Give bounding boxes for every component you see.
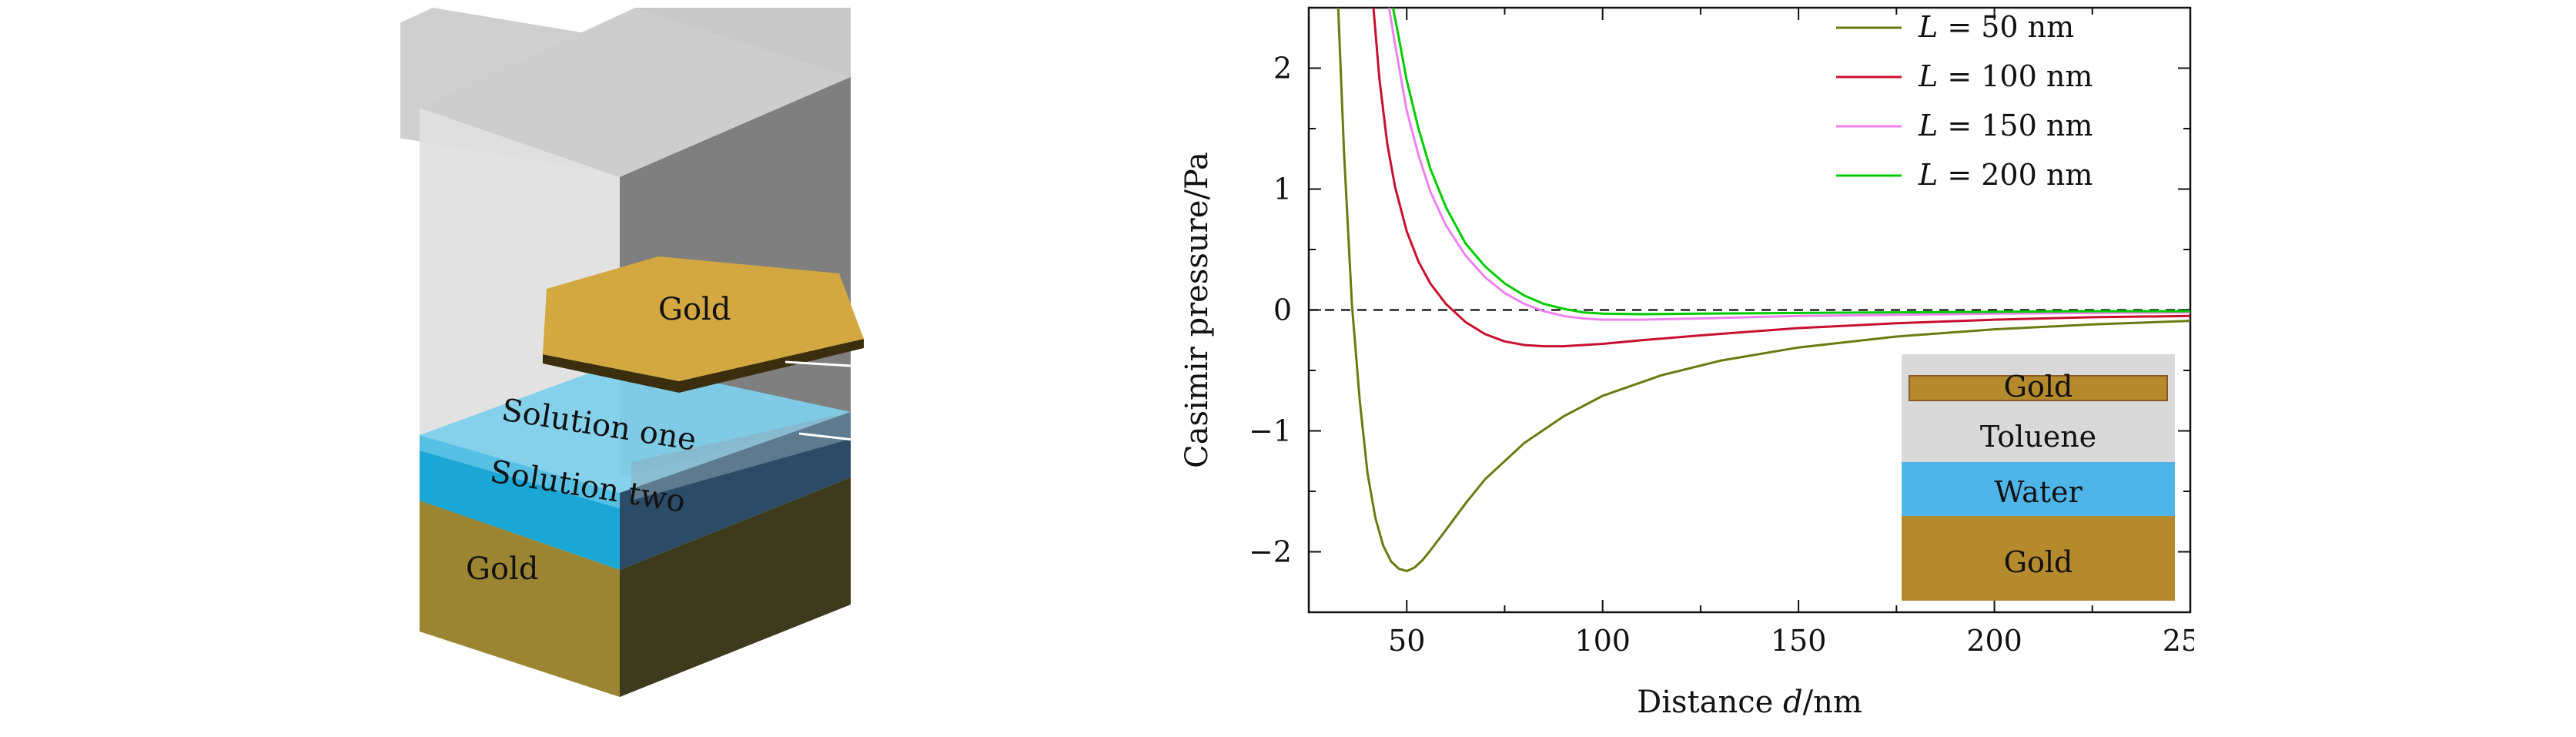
pressure-chart: 50 100 150 200 250 −2 −1 0 1 2 L = 50 nm L = 100 n… <box>1179 6 2194 720</box>
x-tick-label: 50 <box>1388 624 1425 658</box>
thickness-label: L <box>920 458 940 492</box>
legend-label-L100: L = 100 nm <box>1918 59 2093 93</box>
plate-edge <box>543 339 864 393</box>
substrate-label: Gold <box>466 551 538 587</box>
y-tick-label: −2 <box>1249 535 1292 569</box>
dimension-annotations: d L <box>785 360 941 523</box>
solution-two-front <box>420 451 620 570</box>
top-plate-label: Gold <box>658 292 731 327</box>
x-tick-label: 150 <box>1771 624 1827 658</box>
x-tick-label: 100 <box>1574 624 1631 658</box>
y-tick-label: 0 <box>1273 293 1292 327</box>
x-axis-title-var: d <box>1783 685 1803 720</box>
axes: 50 100 150 200 250 −2 −1 0 1 2 <box>1249 6 2194 658</box>
legend-label-L200: L = 200 nm <box>1918 158 2093 192</box>
series-line-L150 <box>1387 8 2190 321</box>
y-tick-label: −1 <box>1249 414 1292 448</box>
x-axis-title-text: Distance <box>1637 685 1773 720</box>
box-top <box>420 8 851 177</box>
legend: L = 50 nm L = 100 nm L = 150 nm L = 200 nm <box>1836 10 2093 192</box>
liquid-layers <box>420 362 851 570</box>
series-lines <box>1337 8 2190 573</box>
substrate-front <box>420 501 620 697</box>
series-line-L50 <box>1337 8 2190 573</box>
inset-stack: Gold Toluene Water Gold <box>1902 354 2175 601</box>
gold-plate <box>543 256 864 393</box>
inset-gold-substrate <box>1902 516 2175 601</box>
gold-substrate <box>420 477 851 697</box>
plot-frame <box>1307 6 2192 614</box>
x-tick-label: 200 <box>1966 624 2022 658</box>
substrate-side <box>620 477 851 697</box>
gap-guide-top <box>785 360 917 371</box>
y-tick-label: 2 <box>1273 52 1292 85</box>
inset-label-gold: Gold <box>2004 370 2073 404</box>
legend-label-L50: L = 50 nm <box>1918 10 2074 44</box>
solution-one-top <box>420 362 851 493</box>
legend-label-L150: L = 150 nm <box>1918 109 2093 142</box>
inset-toluene <box>1902 354 2175 462</box>
y-axis-title: Casimir pressure/Pa <box>1179 152 1215 468</box>
inset-gold-plate <box>1909 375 2168 401</box>
inset-label-water: Water <box>1994 475 2083 509</box>
series-line-L100 <box>1372 8 2190 348</box>
solution-one-shade <box>631 412 851 501</box>
inset-label-toluene: Toluene <box>1980 420 2096 454</box>
gap-guide-bottom <box>798 432 915 448</box>
x-axis-title: Distance d/nm <box>1637 685 1862 720</box>
series-line-L200 <box>1391 8 2190 316</box>
x-axis-title-unit: /nm <box>1803 685 1862 720</box>
setup-diagram: d L Gold Solution one Solution two Gold <box>400 8 941 697</box>
x-tick-label: 250 <box>2163 624 2194 658</box>
inset-label-gold: Gold <box>2004 545 2073 579</box>
plate-top <box>543 256 864 381</box>
solution-one-front <box>420 435 620 508</box>
y-tick-label: 1 <box>1273 173 1292 206</box>
gap-label: d <box>922 393 941 427</box>
inset-water <box>1902 462 2175 516</box>
